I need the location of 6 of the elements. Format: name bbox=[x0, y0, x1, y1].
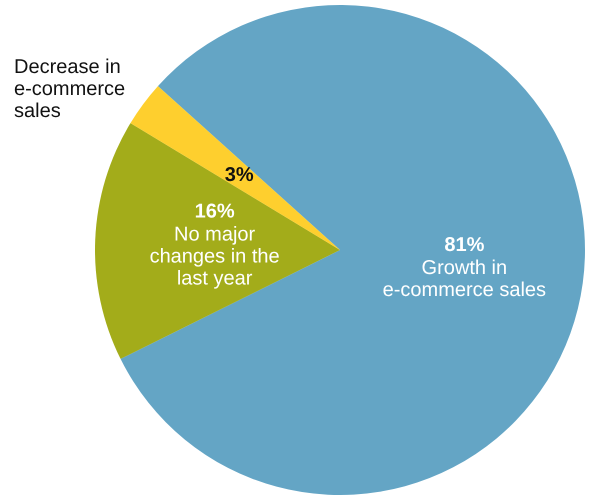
data-label: 16% bbox=[194, 200, 235, 223]
data-label: 81% bbox=[444, 234, 485, 256]
slice-label: Decrease in e-commerce sales bbox=[14, 56, 126, 122]
slice-label: No major changes in the last year bbox=[150, 224, 280, 290]
slice-label: Growth in e-commerce sales bbox=[382, 257, 546, 302]
data-label: 3% bbox=[224, 164, 254, 186]
